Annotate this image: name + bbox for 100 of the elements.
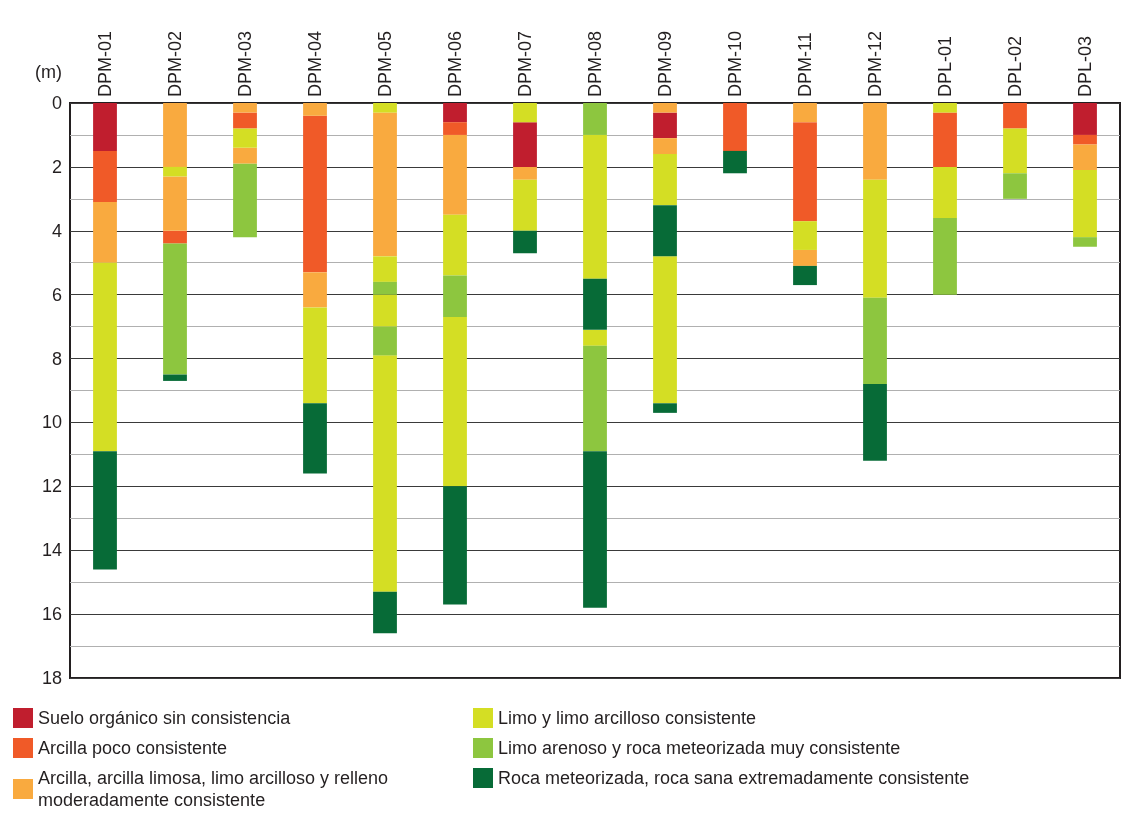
y-tick-label: 16 (41, 604, 62, 625)
legend-label: Limo arenoso y roca meteorizada muy consistente (498, 738, 901, 758)
y-axis-title: (m) (35, 62, 62, 82)
bar (233, 112, 257, 129)
bar (1073, 144, 1097, 171)
bar (793, 265, 817, 286)
bar (863, 103, 887, 180)
bar (93, 150, 117, 203)
bar (513, 230, 537, 254)
bar (933, 103, 957, 113)
bar (373, 355, 397, 592)
bar (653, 103, 677, 113)
bar (443, 275, 467, 318)
bar (863, 179, 887, 298)
bar (303, 103, 327, 116)
bar (443, 134, 467, 215)
bar (373, 591, 397, 634)
bar (583, 345, 607, 452)
bar (723, 150, 747, 174)
bar (93, 202, 117, 263)
x-tick-label: DPM-06 (445, 30, 465, 97)
x-tick-label: DPL-03 (1075, 35, 1095, 97)
bar (513, 166, 537, 180)
bar (513, 122, 537, 167)
x-tick-label: DPM-12 (865, 30, 885, 97)
bar (303, 307, 327, 404)
bar (163, 103, 187, 167)
bar (653, 138, 677, 155)
bar (1073, 103, 1097, 135)
bar (933, 112, 957, 167)
x-tick-label: DPM-05 (375, 30, 395, 97)
bar (233, 147, 257, 164)
bar (933, 218, 957, 295)
bar (373, 326, 397, 356)
legend-label: Roca meteorizada, roca sana extremadamente consistente (498, 768, 970, 788)
bar (653, 154, 677, 206)
bar (163, 176, 187, 231)
bar (1003, 128, 1027, 174)
legend-label: Limo y limo arcilloso consistente (498, 708, 757, 728)
x-tick-label: DPM-11 (795, 32, 815, 97)
bar (93, 451, 117, 570)
bar (163, 243, 187, 375)
y-tick-label: 2 (51, 156, 62, 177)
bar (443, 122, 467, 135)
bar (93, 103, 117, 151)
bar (793, 221, 817, 250)
y-tick-label: 4 (51, 220, 62, 241)
bar (233, 163, 257, 238)
bar (163, 230, 187, 244)
x-tick-label: DPM-01 (95, 30, 115, 97)
bar (863, 297, 887, 385)
y-tick-label: 12 (41, 476, 62, 497)
bar (653, 205, 677, 257)
bar (303, 272, 327, 308)
bar (723, 103, 747, 151)
bar (303, 115, 327, 273)
bar (933, 166, 957, 218)
bar (373, 103, 397, 113)
bar (793, 249, 817, 266)
bar (443, 103, 467, 123)
bar (93, 262, 117, 452)
bar (793, 103, 817, 123)
y-tick-label: 0 (51, 93, 62, 113)
bar (793, 122, 817, 222)
bar (373, 112, 397, 257)
x-tick-label: DPL-01 (935, 35, 955, 97)
bar (863, 384, 887, 461)
bar (583, 329, 607, 346)
x-tick-label: DPM-10 (725, 30, 745, 97)
y-tick-label: 10 (41, 412, 62, 433)
bar (443, 317, 467, 487)
bar (163, 374, 187, 381)
bar (1073, 170, 1097, 238)
bar (583, 451, 607, 608)
x-tick-label: DPM-02 (165, 30, 185, 97)
bar (373, 294, 397, 327)
bar (653, 256, 677, 404)
bar (513, 179, 537, 231)
y-tick-label: 8 (51, 348, 62, 369)
legend-label: Suelo orgánico sin consistencia (38, 708, 292, 728)
bar (653, 403, 677, 413)
bar (583, 134, 607, 279)
y-tick-label: 14 (41, 540, 62, 561)
bar (303, 403, 327, 474)
bar (163, 166, 187, 177)
bar (1073, 134, 1097, 145)
bar (583, 103, 607, 135)
bar (653, 112, 677, 139)
bar (583, 278, 607, 330)
y-tick-label: 6 (51, 284, 62, 305)
bar (443, 486, 467, 605)
bar (1003, 103, 1027, 129)
x-tick-label: DPM-07 (515, 30, 535, 97)
x-tick-label: DPM-09 (655, 30, 675, 97)
bar (1003, 173, 1027, 199)
bar (233, 128, 257, 148)
bar (373, 281, 397, 295)
bar (373, 256, 397, 282)
bar (443, 214, 467, 276)
bar (1073, 237, 1097, 247)
